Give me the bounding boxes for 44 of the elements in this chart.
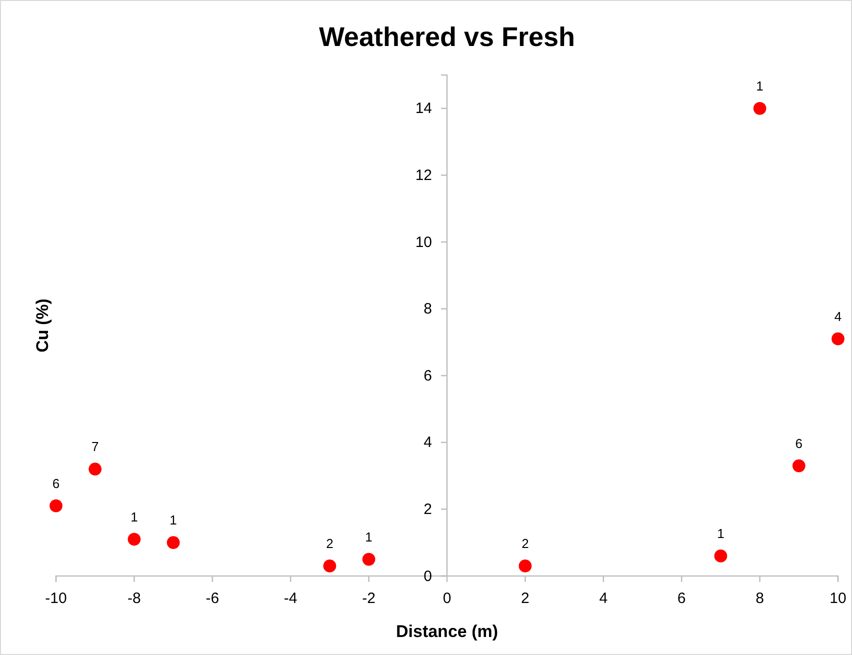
y-tick-label: 2	[424, 501, 432, 518]
annotation: 2	[522, 536, 529, 551]
x-tick-label: 2	[521, 590, 530, 607]
point	[166, 536, 180, 550]
point	[50, 499, 62, 512]
x-tick-label: 8	[756, 590, 764, 607]
point	[714, 550, 728, 562]
point	[753, 102, 766, 115]
annotation: 4	[834, 308, 842, 324]
x-tick-label: -2	[362, 590, 376, 607]
annotation: 1	[365, 529, 372, 544]
x-tick-label: -10	[45, 590, 67, 607]
y-axis-title: Cu (%)	[33, 298, 52, 352]
annotation: 7	[91, 439, 99, 454]
point	[832, 332, 844, 346]
annotation: 1	[756, 78, 764, 94]
x-tick-label: 6	[677, 590, 686, 607]
y-tick-label: 6	[424, 367, 432, 384]
point	[362, 552, 376, 566]
y-tick-label: 8	[424, 300, 432, 318]
annotation: 2	[326, 536, 334, 551]
x-axis-title: Distance (m)	[396, 622, 498, 641]
y-tick-label: 0	[424, 568, 432, 585]
chart-title: Weathered vs Fresh	[318, 22, 576, 52]
x-tick-label: -6	[206, 590, 220, 607]
annotation: 1	[717, 526, 724, 541]
annotation: 6	[795, 436, 803, 451]
point	[128, 532, 141, 546]
point	[88, 462, 102, 476]
y-tick-label: 12	[415, 167, 432, 184]
point	[323, 560, 336, 572]
annotation: 1	[130, 509, 138, 524]
annotation: 1	[170, 512, 177, 528]
point	[518, 560, 532, 572]
y-tick-label: 10	[415, 234, 432, 251]
x-tick-label: 4	[599, 590, 608, 607]
y-tick-label: 14	[415, 100, 432, 118]
x-tick-label: -4	[284, 590, 298, 607]
x-tick-label: 10	[830, 590, 846, 607]
point	[792, 459, 806, 472]
annotation: 6	[52, 476, 60, 491]
y-tick-label: 4	[424, 434, 432, 452]
x-tick-label: -8	[128, 590, 141, 607]
x-tick-label: 0	[442, 590, 452, 607]
